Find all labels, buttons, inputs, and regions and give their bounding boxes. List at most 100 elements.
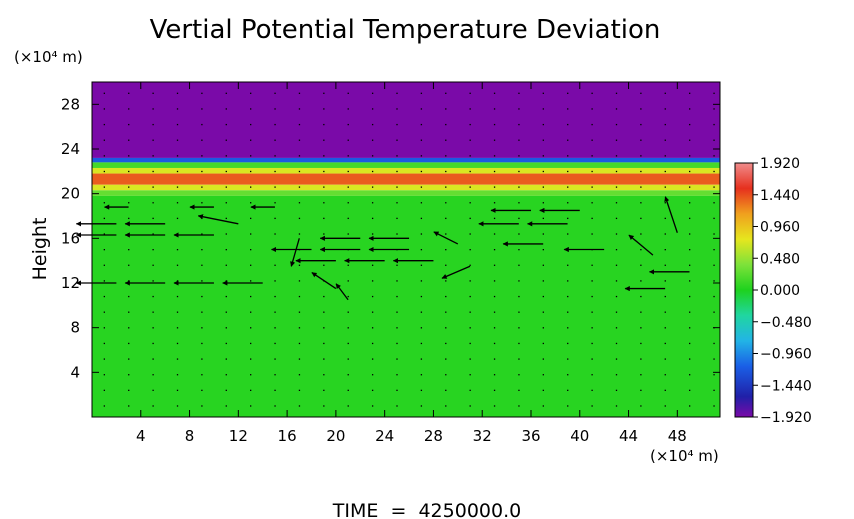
vector-dot xyxy=(274,217,276,220)
vector-dot xyxy=(713,264,715,266)
vector-dot xyxy=(201,264,203,266)
vector-dot xyxy=(493,280,496,282)
vector-dot xyxy=(128,202,130,204)
vector-dot xyxy=(250,327,252,329)
vector-dot xyxy=(640,202,642,204)
vector-dot xyxy=(640,358,642,360)
vector-dot xyxy=(469,155,471,157)
vector-dot xyxy=(689,139,691,141)
vector-dot xyxy=(103,358,105,360)
vector-dot xyxy=(713,123,715,126)
vector-dot xyxy=(567,374,569,376)
vector-dot xyxy=(542,155,544,157)
vector-dot xyxy=(591,155,593,157)
vector-dot xyxy=(274,374,276,376)
vector-dot xyxy=(323,264,325,266)
vector-dot xyxy=(298,311,301,313)
vector-dot xyxy=(518,108,520,110)
vector-dot xyxy=(713,342,715,345)
vector-dot xyxy=(591,280,593,282)
vector-dot xyxy=(445,233,447,235)
vector-dot xyxy=(396,295,398,298)
wind-arrow xyxy=(628,234,654,256)
vector-dot xyxy=(445,311,447,313)
vector-dot xyxy=(347,295,349,298)
vector-dot xyxy=(103,405,105,407)
vector-dot xyxy=(128,342,130,345)
vector-dot xyxy=(518,311,520,313)
vector-dot xyxy=(689,358,691,360)
vector-dot xyxy=(128,280,130,282)
vector-dot xyxy=(420,139,423,141)
vector-dot xyxy=(591,139,593,141)
vector-dot xyxy=(201,311,203,313)
vector-dot xyxy=(664,311,666,313)
vector-dot xyxy=(103,139,105,141)
vector-dot xyxy=(664,202,666,204)
colorbar-tick-label: 0.480 xyxy=(760,251,800,267)
vector-dot xyxy=(152,108,154,110)
vector-dot xyxy=(640,405,642,407)
vector-dot xyxy=(420,389,423,391)
vector-dot xyxy=(225,202,227,204)
wind-arrow xyxy=(433,231,459,245)
vector-dot xyxy=(225,264,227,266)
vector-dot xyxy=(640,108,642,110)
y-axis-ticks: 4 8 12 16 20 24 28 xyxy=(61,95,720,381)
vector-dot xyxy=(713,311,715,313)
vector-dot xyxy=(689,202,691,204)
vector-dot xyxy=(420,249,423,251)
vector-dot xyxy=(176,311,179,313)
vector-dot xyxy=(664,139,666,141)
vector-dot xyxy=(689,92,691,94)
vector-dot xyxy=(176,202,179,204)
vector-dot xyxy=(493,405,496,407)
vector-dot xyxy=(298,108,301,110)
vector-dot xyxy=(542,280,544,282)
y-tick-label: 8 xyxy=(70,319,80,337)
vector-dot xyxy=(591,217,593,220)
vector-dot xyxy=(713,139,715,141)
vector-dot xyxy=(103,92,105,94)
vector-dot xyxy=(615,186,618,188)
vector-dot xyxy=(396,139,398,141)
vector-dot xyxy=(689,170,691,173)
vector-dot xyxy=(493,202,496,204)
vector-dot xyxy=(201,92,203,94)
vector-dot xyxy=(493,108,496,110)
vector-dot xyxy=(567,264,569,266)
vector-dot xyxy=(347,123,349,126)
vector-dot xyxy=(542,327,544,329)
vector-dot xyxy=(689,311,691,313)
vector-dot xyxy=(371,264,374,266)
vector-dot xyxy=(445,358,447,360)
vector-dot xyxy=(103,280,105,282)
vector-dot xyxy=(347,139,349,141)
vector-dot xyxy=(201,186,203,188)
vector-dot xyxy=(640,155,642,157)
vector-dot xyxy=(176,358,179,360)
vector-dot xyxy=(445,123,447,126)
vector-dot xyxy=(103,108,105,110)
vector-dot xyxy=(396,327,398,329)
vector-dot xyxy=(713,186,715,188)
vector-dot xyxy=(201,233,203,235)
vector-dot xyxy=(371,389,374,391)
vector-dot xyxy=(225,249,227,251)
vector-dot xyxy=(664,170,666,173)
vector-dot xyxy=(371,311,374,313)
x-tick-label: 24 xyxy=(375,427,394,445)
vector-dot xyxy=(323,202,325,204)
vector-dot xyxy=(640,342,642,345)
vector-dot xyxy=(493,123,496,126)
vector-dot xyxy=(567,295,569,298)
vector-dot xyxy=(591,358,593,360)
vector-dot xyxy=(615,342,618,345)
vector-dot xyxy=(128,374,130,376)
vector-dot xyxy=(420,170,423,173)
vector-dot xyxy=(713,374,715,376)
vector-dot xyxy=(567,108,569,110)
vector-dot xyxy=(567,311,569,313)
vector-dot xyxy=(298,202,301,204)
vector-dot xyxy=(323,405,325,407)
